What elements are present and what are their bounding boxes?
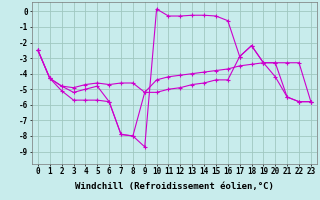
X-axis label: Windchill (Refroidissement éolien,°C): Windchill (Refroidissement éolien,°C): [75, 182, 274, 191]
